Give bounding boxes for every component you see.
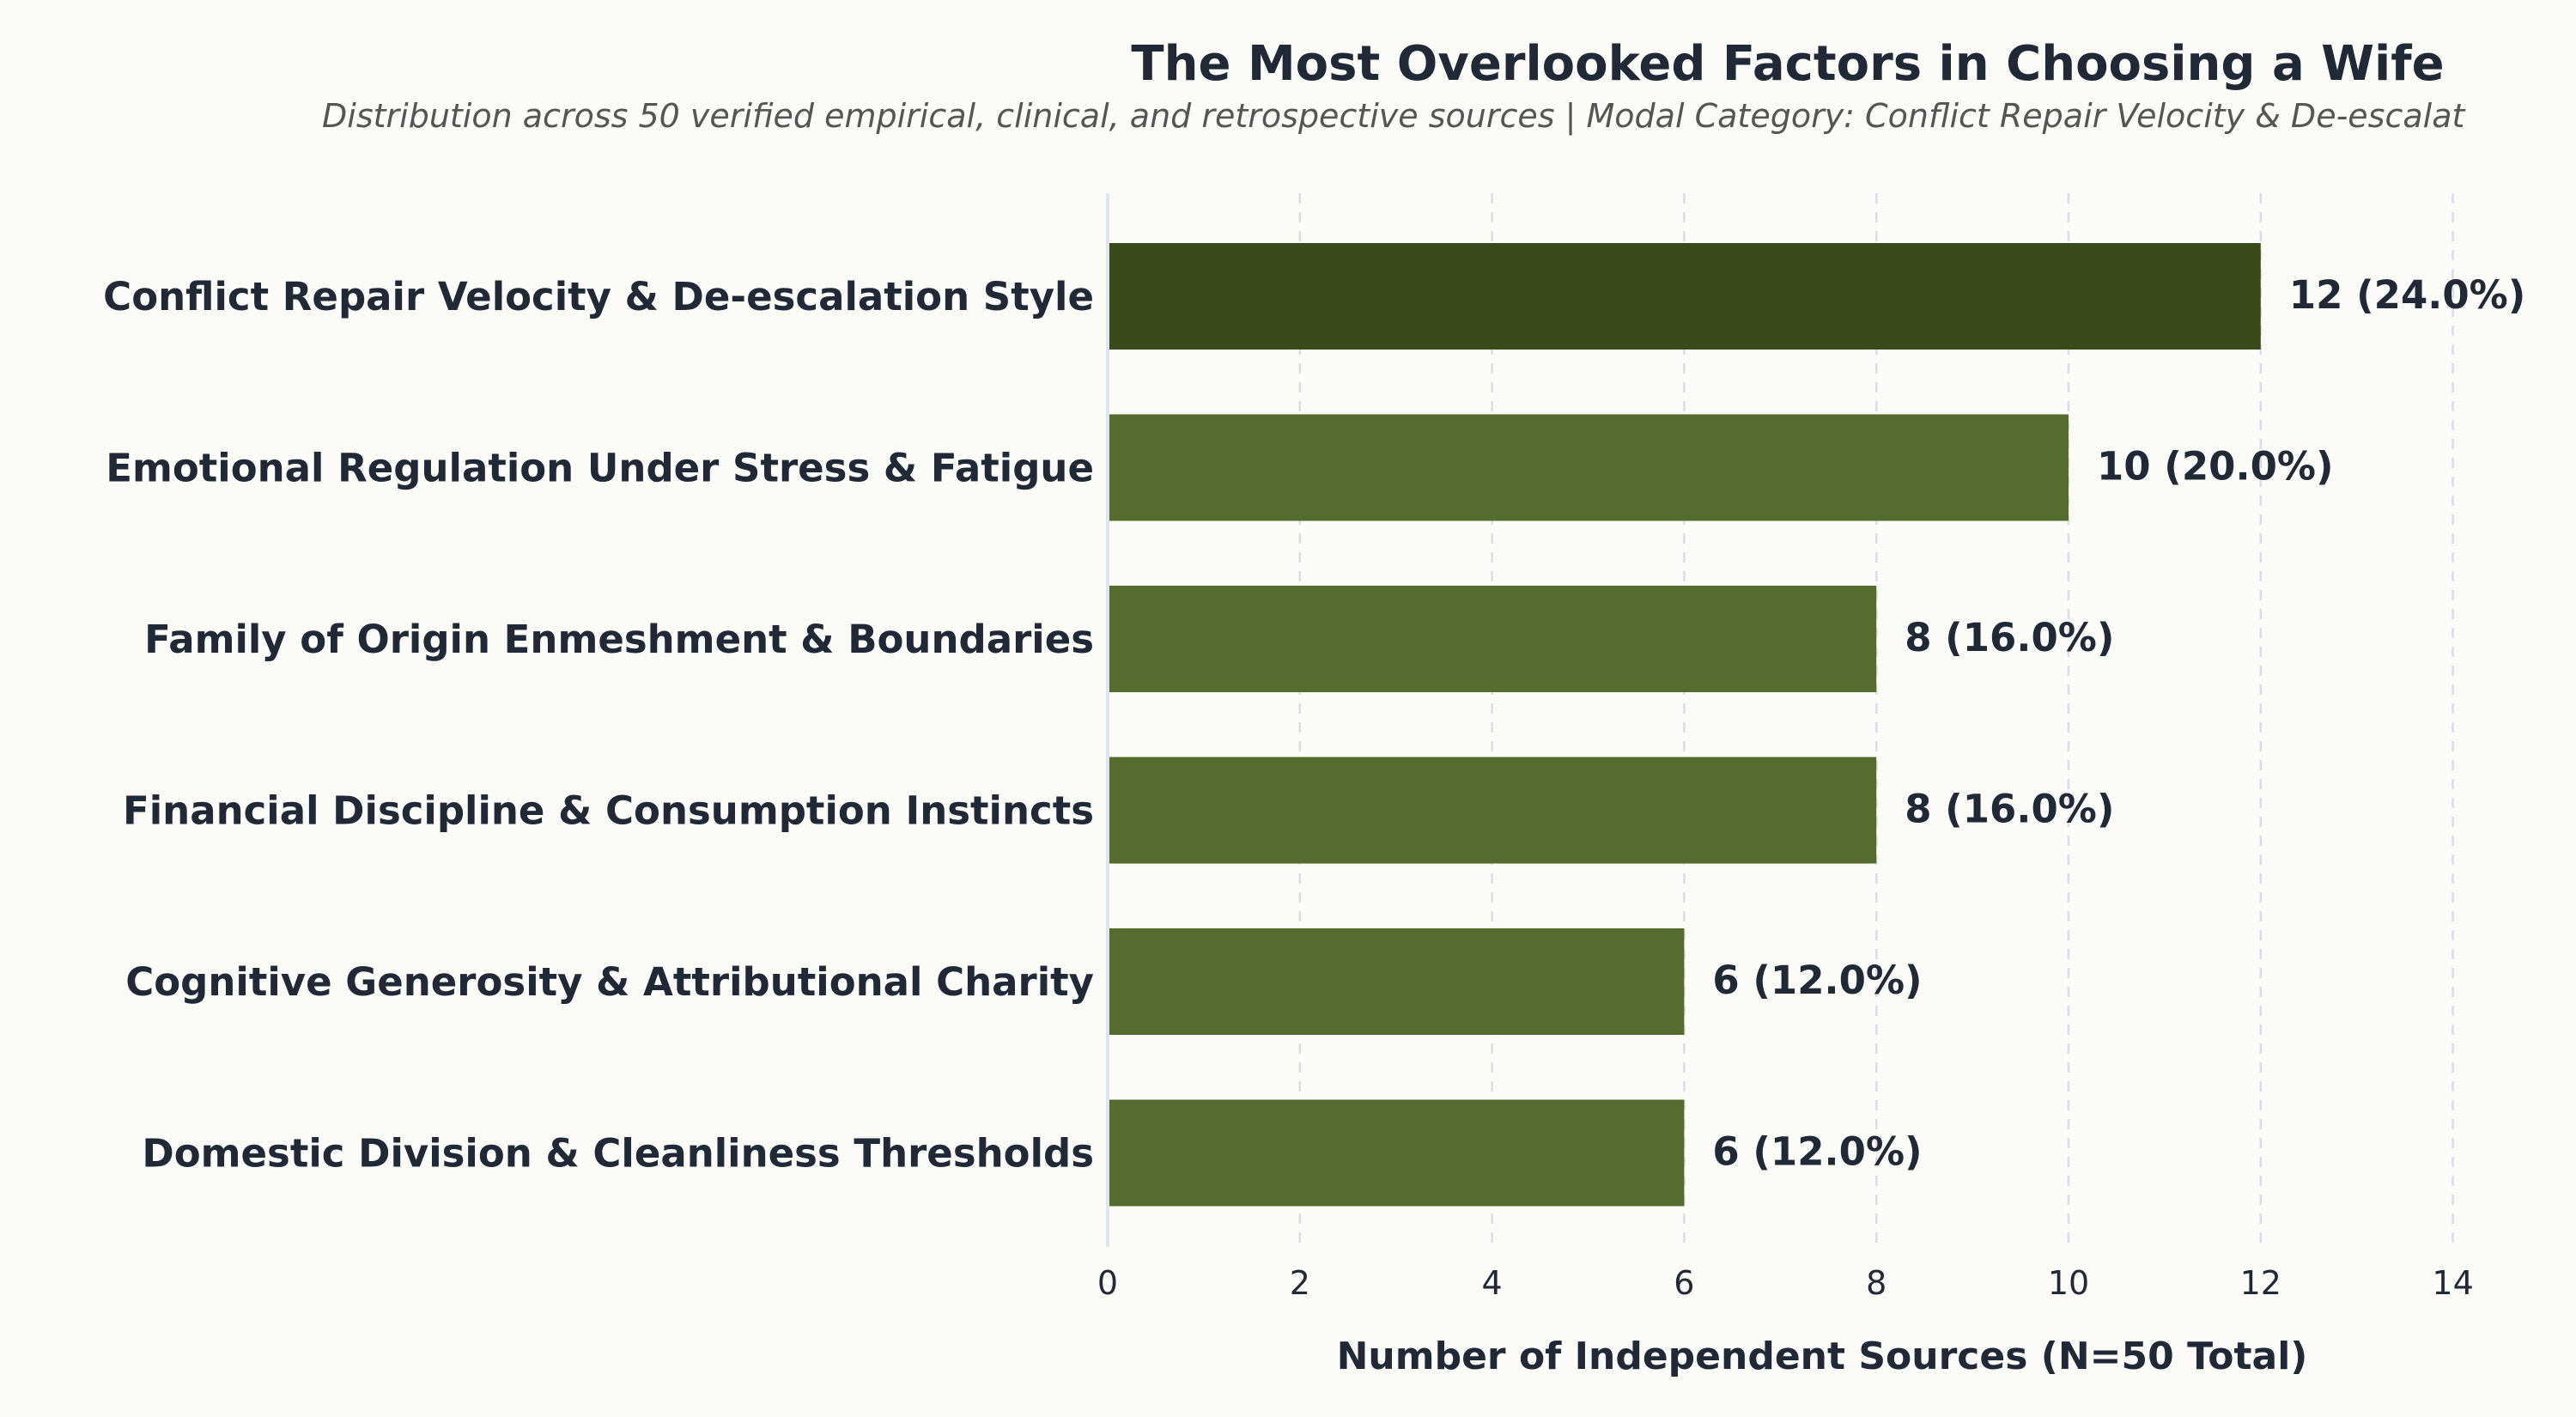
x-tick-label: 4: [1482, 1264, 1503, 1302]
bar: [1108, 586, 1877, 692]
category-label: Financial Discipline & Consumption Insti…: [123, 788, 1094, 834]
bar: [1108, 414, 2069, 521]
bar: [1108, 243, 2261, 350]
value-label: 6 (12.0%): [1712, 958, 1922, 1003]
chart-subtitle: Distribution across 50 verified empirica…: [322, 97, 2466, 136]
bars: [1108, 243, 2261, 1207]
x-tick-label: 2: [1290, 1264, 1310, 1302]
category-labels: Conflict Repair Velocity & De-escalation…: [103, 274, 1094, 1177]
category-label: Cognitive Generosity & Attributional Cha…: [125, 959, 1094, 1005]
value-labels: 12 (24.0%) 10 (20.0%) 8 (16.0%) 8 (16.0%) 6 …: [1712, 272, 2525, 1175]
value-label: 8 (16.0%): [1905, 787, 2114, 832]
category-label: Emotional Regulation Under Stress & Fati…: [106, 446, 1094, 491]
value-label: 6 (12.0%): [1712, 1129, 1922, 1175]
x-tick-label: 0: [1097, 1264, 1118, 1302]
category-label: Domestic Division & Cleanliness Threshol…: [142, 1131, 1094, 1177]
x-tick-label: 14: [2432, 1264, 2473, 1302]
grid-lines: [1298, 193, 2454, 1247]
x-tick-label: 8: [1866, 1264, 1886, 1302]
x-tick-label: 6: [1674, 1264, 1694, 1302]
value-label: 12 (24.0%): [2289, 272, 2526, 318]
x-axis-label: Number of Independent Sources (N=50 Tota…: [1337, 1335, 2308, 1378]
category-label: Family of Origin Enmeshment & Boundaries: [144, 617, 1094, 662]
chart-title: The Most Overlooked Factors in Choosing …: [1131, 36, 2444, 92]
category-label: Conflict Repair Velocity & De-escalation…: [103, 274, 1094, 319]
bar: [1108, 757, 1877, 864]
x-tick-label: 12: [2240, 1264, 2281, 1302]
x-tick-labels: 0 2 4 6 8 10 12 14: [1097, 1264, 2474, 1302]
value-label: 10 (20.0%): [2097, 444, 2334, 490]
bar: [1108, 928, 1685, 1035]
value-label: 8 (16.0%): [1905, 615, 2114, 660]
bar: [1108, 1099, 1685, 1207]
x-tick-label: 10: [2048, 1264, 2089, 1302]
